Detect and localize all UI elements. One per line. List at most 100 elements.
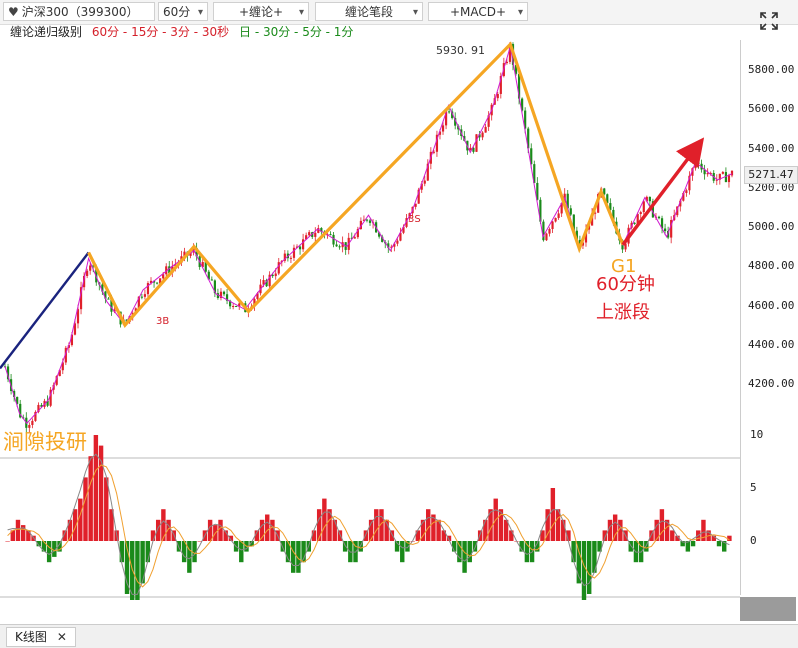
candle-body xyxy=(277,262,280,274)
macd-bar xyxy=(555,509,561,541)
chevron-down-icon: ▾ xyxy=(517,7,523,18)
macd-bar xyxy=(36,541,41,547)
macd-bar xyxy=(197,541,202,542)
candle-body xyxy=(569,208,572,215)
bottom-tab-bar: K线图 ✕ xyxy=(0,624,798,648)
period-select[interactable]: 60分 ▾ xyxy=(158,2,208,21)
candle-body xyxy=(645,196,648,202)
candle-body xyxy=(414,203,417,207)
candle-body xyxy=(125,319,128,322)
candle-body xyxy=(317,228,320,233)
macd-bar xyxy=(477,530,483,541)
candle-body xyxy=(168,266,171,274)
macd-bar xyxy=(690,541,696,547)
chanlun-plus-button[interactable]: +缠论+ ▾ xyxy=(213,2,309,21)
instrument-selector[interactable]: ♥ 沪深300（399300） xyxy=(3,2,155,21)
candle-body xyxy=(469,147,472,151)
candle-body xyxy=(28,424,31,428)
heart-icon[interactable]: ♥ xyxy=(8,5,19,19)
candle-body xyxy=(438,131,442,135)
candle-body xyxy=(368,220,372,223)
tab-kline[interactable]: K线图 ✕ xyxy=(6,627,76,647)
candle-body xyxy=(292,247,296,258)
candle-body xyxy=(155,282,159,284)
macd-button[interactable]: +MACD+ ▾ xyxy=(428,2,528,21)
candle-body xyxy=(140,296,143,298)
candle-body xyxy=(393,243,396,247)
macd-bar xyxy=(10,530,15,541)
macd-tick-label: 5 xyxy=(750,481,757,494)
candle-body xyxy=(67,345,70,348)
candle-body xyxy=(405,218,408,227)
chart-canvas[interactable]: 2020/5/292020/082020/122021/03 5930. 91 … xyxy=(0,0,740,600)
macd-bar xyxy=(400,541,405,563)
macd-bar xyxy=(98,445,104,541)
candle-body xyxy=(320,228,323,232)
candle-body xyxy=(606,194,609,204)
candle-body xyxy=(82,275,86,288)
candle-body xyxy=(295,246,299,248)
macd-bar xyxy=(285,541,291,563)
candle-body xyxy=(551,221,554,230)
macd-bar xyxy=(394,541,400,552)
candle-body xyxy=(152,280,156,283)
macd-bar xyxy=(576,541,582,584)
macd-bar xyxy=(441,530,447,541)
price-tick-label: 4400.00 xyxy=(748,337,795,351)
macd-bar xyxy=(280,541,286,552)
macd-bar xyxy=(57,541,62,552)
macd-bar xyxy=(519,541,524,552)
candle-body xyxy=(350,237,353,239)
candle-body xyxy=(660,218,664,229)
candle-body xyxy=(557,213,560,218)
macd-bar xyxy=(488,509,493,541)
candle-body xyxy=(682,193,685,201)
candle-body xyxy=(222,291,226,295)
candle-body xyxy=(359,220,362,230)
price-tick-label: 4200.00 xyxy=(748,377,795,390)
candle-body xyxy=(420,183,423,190)
candle-body xyxy=(657,216,661,219)
macd-dea-line xyxy=(7,464,730,588)
macd-bar xyxy=(670,530,675,541)
macd-bar xyxy=(571,541,576,563)
macd-bar xyxy=(597,541,602,552)
bi-duan-label: 缠论笔段 xyxy=(344,5,393,19)
candle-body xyxy=(86,270,89,276)
macd-bar xyxy=(161,509,166,541)
macd-bar xyxy=(72,509,78,541)
macd-bar xyxy=(67,519,73,541)
expand-icon[interactable] xyxy=(760,12,778,30)
bi-duan-button[interactable]: 缠论笔段 ▾ xyxy=(315,2,423,21)
candle-body xyxy=(207,271,210,280)
candle-body xyxy=(225,294,229,301)
candle-body xyxy=(521,98,524,111)
candle-body xyxy=(524,110,527,129)
macd-bar xyxy=(446,535,452,541)
candle-body xyxy=(79,287,83,310)
macd-bar xyxy=(223,530,228,541)
candle-body xyxy=(624,243,627,250)
macd-label: +MACD+ xyxy=(449,5,507,19)
candle-body xyxy=(92,265,95,267)
candle-body xyxy=(283,253,286,261)
candle-body xyxy=(305,235,308,240)
candle-body xyxy=(201,261,204,268)
candle-body xyxy=(381,236,384,242)
horizontal-scroll-thumb[interactable] xyxy=(740,597,796,621)
price-tick-label: 5600.00 xyxy=(748,102,795,116)
macd-bar xyxy=(93,435,99,541)
candle-body xyxy=(46,400,49,406)
candle-body xyxy=(517,73,521,99)
close-icon[interactable]: ✕ xyxy=(56,630,67,644)
candle-body xyxy=(451,111,454,119)
macd-bar xyxy=(436,519,441,541)
macd-bar xyxy=(602,530,607,541)
candle-body xyxy=(308,232,311,236)
uptrend-arrow xyxy=(621,137,705,246)
macd-bar xyxy=(431,514,436,541)
recursion-level-bar: 缠论递归级别 60分 - 15分 - 3分 - 30秒 日 - 30分 - 5分… xyxy=(0,24,740,40)
candle-body xyxy=(651,201,655,218)
macd-bar xyxy=(503,519,509,541)
macd-bar xyxy=(472,541,478,552)
